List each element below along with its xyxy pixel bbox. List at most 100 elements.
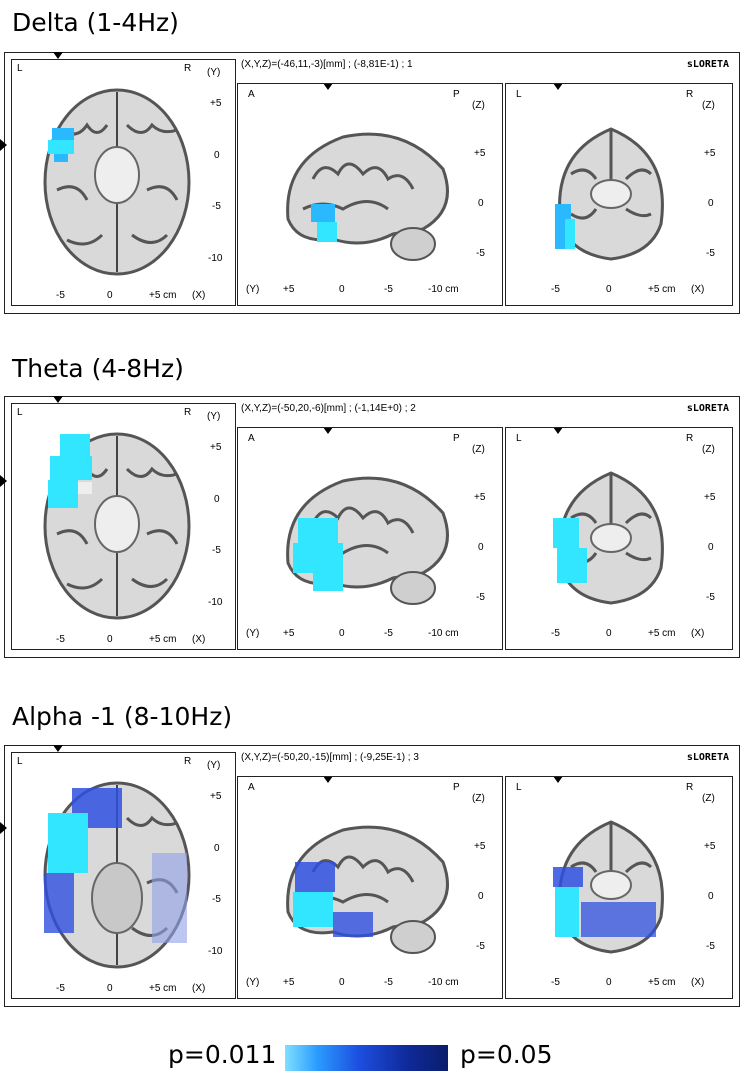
z-tick: -5 (706, 941, 715, 952)
x-tick: -5 (551, 977, 560, 988)
y-axis-label: (Y) (207, 411, 221, 422)
slice-marker-top[interactable] (53, 396, 63, 403)
slice-marker-top[interactable] (323, 428, 333, 434)
axial-brain-image (43, 781, 191, 969)
coronal-view[interactable]: L R (Z) +5 0 -5 -5 0 +5 cm (X) (505, 427, 733, 650)
y-axis-label: (Y) (207, 760, 221, 771)
x-tick: 0 (606, 977, 612, 988)
z-tick: -5 (476, 592, 485, 603)
slice-marker-left[interactable] (0, 139, 7, 151)
x-tick: (X) (691, 284, 705, 295)
x-tick: -5 (384, 284, 393, 295)
legend-color-scale (285, 1045, 448, 1071)
y-tick: 0 (214, 494, 220, 505)
y-tick: -5 (212, 545, 221, 556)
axial-view[interactable]: L R (Y) +5 0 -5 -10 -5 0 +5 cm (X) (11, 752, 236, 999)
sagittal-view[interactable]: A P (Z) +5 0 -5 (Y) +5 0 -5 -10 cm (237, 776, 503, 999)
x-tick: -5 (56, 290, 65, 301)
band-title-alpha1: Alpha -1 (8-10Hz) (12, 702, 233, 731)
z-tick: -5 (476, 248, 485, 259)
right-label: R (184, 63, 192, 74)
posterior-label: P (453, 433, 460, 444)
slice-marker-top[interactable] (553, 84, 563, 90)
coronal-brain-image (553, 471, 664, 605)
x-tick: 0 (107, 983, 113, 994)
z-tick: -5 (476, 941, 485, 952)
y-axis-label: (Y) (207, 67, 221, 78)
left-label: L (516, 782, 522, 793)
z-tick: +5 (704, 841, 716, 852)
z-tick: 0 (478, 891, 484, 902)
x-tick: (Y) (246, 628, 260, 639)
coronal-view[interactable]: L R (Z) +5 0 -5 -5 0 +5 cm (X) (505, 83, 733, 306)
x-tick: 0 (107, 634, 113, 645)
sagittal-view[interactable]: A P (Z) +5 0 -5 (Y) +5 0 -5 -10 cm (237, 427, 503, 650)
z-tick: +5 (704, 492, 716, 503)
y-tick: +5 (210, 442, 222, 453)
y-tick: -5 (212, 894, 221, 905)
y-tick: -10 (208, 253, 223, 264)
z-tick: +5 (474, 841, 486, 852)
z-tick: 0 (478, 198, 484, 209)
slice-marker-top[interactable] (323, 84, 333, 90)
coronal-view[interactable]: L R (Z) +5 0 -5 -5 0 +5 cm (X) (505, 776, 733, 999)
axial-view[interactable]: L R (Y) +5 0 -5 -10 -5 0 +5 cm (X) (11, 59, 236, 306)
x-tick: 0 (339, 284, 345, 295)
x-tick: 0 (606, 284, 612, 295)
x-tick: -10 cm (428, 628, 459, 639)
left-label: L (17, 407, 23, 418)
slice-marker-left[interactable] (0, 475, 7, 487)
x-tick: -5 (551, 628, 560, 639)
x-tick: 0 (339, 628, 345, 639)
anterior-label: A (248, 782, 255, 793)
slice-marker-left[interactable] (0, 822, 7, 834)
x-tick: +5 (283, 628, 295, 639)
coronal-brain-image (553, 820, 664, 954)
anterior-label: A (248, 89, 255, 100)
left-label: L (516, 433, 522, 444)
right-label: R (686, 89, 694, 100)
coordinate-readout: (X,Y,Z)=(-50,20,-6)[mm] ; (-1,14E+0) ; 2 (241, 403, 416, 414)
band-title-delta: Delta (1-4Hz) (12, 8, 179, 37)
anterior-label: A (248, 433, 255, 444)
posterior-label: P (453, 782, 460, 793)
z-axis-label: (Z) (472, 100, 485, 111)
slice-marker-top[interactable] (323, 777, 333, 783)
left-label: L (17, 63, 23, 74)
legend-high-label: p=0.05 (460, 1040, 553, 1069)
left-label: L (516, 89, 522, 100)
sloreta-frame-alpha1: (X,Y,Z)=(-50,20,-15)[mm] ; (-9,25E-1) ; … (0, 745, 740, 1007)
right-label: R (686, 782, 694, 793)
x-tick: (Y) (246, 284, 260, 295)
coordinate-readout: (X,Y,Z)=(-46,11,-3)[mm] ; (-8,81E-1) ; 1 (241, 59, 413, 70)
slice-marker-top[interactable] (53, 52, 63, 59)
x-tick: (X) (192, 983, 206, 994)
x-tick: +5 cm (648, 977, 676, 988)
z-tick: 0 (708, 198, 714, 209)
slice-marker-top[interactable] (553, 428, 563, 434)
z-tick: +5 (474, 492, 486, 503)
sagittal-view[interactable]: A P (Z) +5 0 -5 (Y) +5 0 -5 -10 cm (237, 83, 503, 306)
x-tick: -5 (551, 284, 560, 295)
x-tick: +5 cm (648, 284, 676, 295)
y-tick: -5 (212, 201, 221, 212)
z-tick: 0 (708, 542, 714, 553)
sloreta-frame-delta: (X,Y,Z)=(-46,11,-3)[mm] ; (-8,81E-1) ; 1… (0, 52, 740, 314)
sloreta-brand: sLORETA (686, 403, 729, 414)
axial-view[interactable]: L R (Y) +5 0 -5 -10 -5 0 +5 cm (X) (11, 403, 236, 650)
z-axis-label: (Z) (702, 793, 715, 804)
slice-marker-top[interactable] (53, 745, 63, 752)
slice-marker-top[interactable] (553, 777, 563, 783)
x-tick: +5 (283, 284, 295, 295)
coordinate-readout: (X,Y,Z)=(-50,20,-15)[mm] ; (-9,25E-1) ; … (241, 752, 419, 763)
x-tick: (X) (192, 290, 206, 301)
z-tick: -5 (706, 592, 715, 603)
z-tick: -5 (706, 248, 715, 259)
coronal-brain-image (555, 127, 664, 261)
x-tick: -5 (56, 983, 65, 994)
y-tick: -10 (208, 946, 223, 957)
x-tick: (X) (691, 628, 705, 639)
sloreta-frame-theta: (X,Y,Z)=(-50,20,-6)[mm] ; (-1,14E+0) ; 2… (0, 396, 740, 658)
y-tick: 0 (214, 843, 220, 854)
right-label: R (686, 433, 694, 444)
